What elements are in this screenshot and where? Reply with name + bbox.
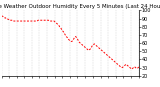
- Title: Milwaukee Weather Outdoor Humidity Every 5 Minutes (Last 24 Hours): Milwaukee Weather Outdoor Humidity Every…: [0, 4, 160, 9]
